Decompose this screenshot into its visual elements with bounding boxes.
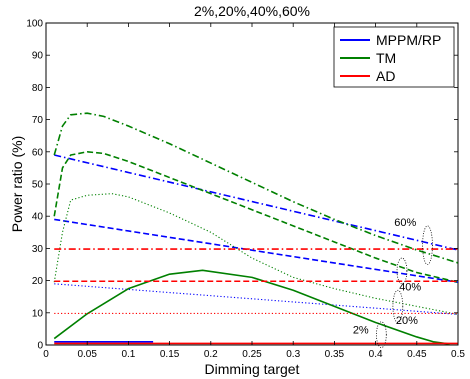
legend: MPPM/RP TM AD [333,26,455,88]
annotation-label-1: 2% [353,325,369,337]
y-tick-label: 60 [32,147,44,158]
legend-label-tm: TM [376,50,396,66]
annotation-ellipse-1 [376,321,387,348]
x-tick-label: 0.15 [160,349,180,360]
series-layer [53,112,459,345]
annotation-label-3: 40% [399,281,421,293]
series-mppm-rp-dotted [54,283,459,315]
x-axis-label: Dimming target [205,361,300,377]
chart-title: 2%,20%,40%,60% [194,3,310,19]
annotation-ellipse-4 [422,225,433,265]
legend-label-ad: AD [376,68,395,84]
x-tick-label: 0.3 [286,349,300,360]
y-tick-label: 20 [32,276,44,287]
x-tick-label: 0.1 [121,349,135,360]
series-mppm-rp-dashdot [54,154,459,251]
y-tick-label: 50 [32,180,44,191]
x-tick-label: 0.25 [242,349,262,360]
tick-layer: 0 0.05 0.1 0.15 0.2 0.25 0.3 0.35 0.4 0.45 0.5 0 10 2… [26,19,465,361]
y-tick-label: 0 [37,341,43,352]
y-tick-label: 70 [32,115,44,126]
x-tick-label: 0 [43,349,49,360]
annotation-layer: 2% 20% 40% 60% [353,217,422,337]
annotation-label-2: 20% [396,315,418,327]
series-mppm-rp-dashed [54,218,459,284]
y-tick-label: 90 [32,51,44,62]
series-tm-dashed [53,151,459,283]
x-tick-label: 0.2 [204,349,218,360]
x-tick-label: 0.35 [325,349,345,360]
annotation-label-4: 60% [394,217,416,229]
y-tick-label: 10 [32,308,44,319]
y-axis-label: Power ratio (%) [9,136,25,232]
x-tick-label: 0.45 [407,349,427,360]
annotation-ellipses [376,225,433,348]
x-tick-label: 0.05 [77,349,97,360]
annotation-ellipse-3 [396,257,408,285]
y-tick-label: 100 [26,19,43,30]
x-tick-label: 0.5 [451,349,465,360]
y-tick-label: 30 [32,244,44,255]
legend-label-mppm-rp: MPPM/RP [376,32,441,48]
y-tick-label: 40 [32,212,44,223]
annotation-ellipse-2 [392,289,404,323]
x-tick-label: 0.4 [369,349,383,360]
series-tm-dashdot [53,112,459,264]
y-tick-label: 80 [32,83,44,94]
series-tm-solid [53,269,450,345]
